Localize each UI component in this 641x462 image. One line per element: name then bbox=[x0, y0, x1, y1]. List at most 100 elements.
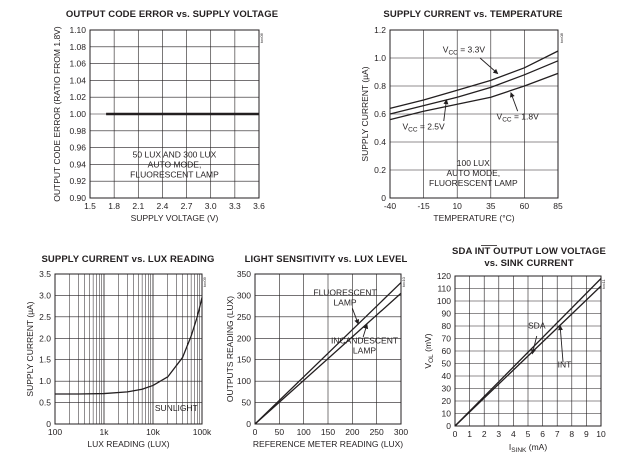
y-tick-label: 70 bbox=[442, 334, 452, 344]
x-tick-label: 300 bbox=[394, 427, 408, 437]
series-line-1 bbox=[254, 282, 402, 425]
annotation-label: FLUORESCENT LAMP bbox=[130, 170, 219, 180]
chart-title: LIGHT SENSITIVITY vs. LUX LEVEL bbox=[245, 254, 408, 265]
annotation-label: 50 LUX AND 300 LUX bbox=[133, 150, 217, 160]
chart-2: SUPPLY CURRENT vs. TEMPERATURE -40 -15 10 35… bbox=[360, 9, 564, 223]
y-tick-label: 50 bbox=[242, 398, 252, 408]
y-tick-label: 0.98 bbox=[69, 126, 86, 136]
x-tick-label: 100 bbox=[48, 427, 62, 437]
y-tick-label: 0.94 bbox=[69, 159, 86, 169]
arrow-head bbox=[530, 348, 536, 355]
x-tick-label: 35 bbox=[486, 201, 496, 211]
y-tick-label: 50 bbox=[442, 359, 452, 369]
y-tick-label: 200 bbox=[237, 333, 251, 343]
chart-title: SUPPLY CURRENT vs. LUX READING bbox=[42, 254, 215, 265]
y-tick-label: 0.96 bbox=[69, 143, 86, 153]
x-tick-label: 1 bbox=[467, 429, 472, 439]
figure-code-label: toc06 bbox=[259, 32, 264, 43]
x-tick-label: 10 bbox=[596, 429, 606, 439]
annotation-arrows bbox=[530, 324, 564, 363]
x-tick-label: 9 bbox=[584, 429, 589, 439]
x-tick-label: 100k bbox=[193, 427, 212, 437]
series-line-2 bbox=[454, 285, 602, 427]
annotation-label: LAMP bbox=[353, 345, 376, 355]
x-tick-label: 1.5 bbox=[84, 201, 96, 211]
y-tick-label: 1.02 bbox=[69, 92, 86, 102]
x-tick-label: 4 bbox=[511, 429, 516, 439]
annotation-label: SDA bbox=[528, 321, 546, 331]
annotation-arrows bbox=[443, 57, 519, 122]
x-tick-label: 60 bbox=[520, 201, 530, 211]
x-tick-label: 1k bbox=[100, 427, 110, 437]
y-tick-label: 90 bbox=[442, 309, 452, 319]
series-line-1 bbox=[389, 50, 559, 110]
y-tick-label: 1.08 bbox=[69, 42, 86, 52]
arrow-head bbox=[443, 98, 449, 105]
annotation-label: AUTO MODE, bbox=[446, 168, 500, 178]
annotation-label: FLUORESCENT bbox=[313, 287, 376, 297]
annotation-label: VCC = 2.5V bbox=[402, 121, 445, 133]
y-tick-label: 2.5 bbox=[39, 312, 51, 322]
y-tick-label: 3.5 bbox=[39, 269, 51, 279]
annotations: VCC = 3.3V VCC = 2.5V VCC = 1.8V 100 LUXAUT… bbox=[402, 44, 539, 187]
series-line-3 bbox=[389, 72, 559, 121]
x-tick-label: 2.4 bbox=[157, 201, 169, 211]
y-tick-label: 10 bbox=[442, 409, 452, 419]
x-axis-label: LUX READING (LUX) bbox=[87, 439, 169, 449]
x-tick-label: 250 bbox=[370, 427, 384, 437]
y-tick-label: 3.0 bbox=[39, 290, 51, 300]
x-tick-label: 1.8 bbox=[108, 201, 120, 211]
y-tick-label: 2.0 bbox=[39, 333, 51, 343]
y-tick-label: 100 bbox=[437, 296, 451, 306]
y-tick-label: 30 bbox=[442, 384, 452, 394]
y-tick-label: 1.00 bbox=[69, 109, 86, 119]
figure-code-label: toc08 bbox=[559, 32, 564, 43]
annotations: SUNLIGHT bbox=[155, 403, 198, 413]
y-tick-label: 0.6 bbox=[374, 109, 386, 119]
x-tick-label: 3.0 bbox=[205, 201, 217, 211]
chart-1: OUTPUT CODE ERROR vs. SUPPLY VOLTAGE 1.5 1… bbox=[52, 9, 278, 223]
x-tick-label: 10k bbox=[146, 427, 160, 437]
chart-subtitle: vs. SINK CURRENT bbox=[484, 258, 573, 269]
series-line-1 bbox=[55, 297, 203, 395]
annotation-label: LAMP bbox=[333, 297, 356, 307]
annotation-label: INCANDESCENT bbox=[331, 335, 398, 345]
annotation-label: VCC = 3.3V bbox=[443, 44, 486, 56]
y-tick-label: 0 bbox=[246, 419, 251, 429]
y-tick-label: 0.5 bbox=[39, 398, 51, 408]
annotation-label: SUNLIGHT bbox=[155, 403, 198, 413]
arrow-head bbox=[354, 319, 360, 325]
x-tick-label: 200 bbox=[345, 427, 359, 437]
y-tick-label: 0.92 bbox=[69, 176, 86, 186]
y-axis-label: OUTPUTS READING (LUX) bbox=[225, 296, 235, 402]
y-tick-label: 1.0 bbox=[374, 53, 386, 63]
y-tick-label: 40 bbox=[442, 371, 452, 381]
x-tick-label: 8 bbox=[569, 429, 574, 439]
y-axis-label: SUPPLY CURRENT (µA) bbox=[360, 66, 370, 161]
x-tick-label: 100 bbox=[297, 427, 311, 437]
x-tick-label: 150 bbox=[321, 427, 335, 437]
figure-code-label: toc11 bbox=[601, 278, 606, 288]
y-tick-label: 60 bbox=[442, 346, 452, 356]
annotation-label: 100 LUX bbox=[457, 158, 490, 168]
x-tick-label: -15 bbox=[417, 201, 430, 211]
plot-frame bbox=[54, 273, 203, 425]
x-tick-label: 85 bbox=[553, 201, 563, 211]
chart-title: SUPPLY CURRENT vs. TEMPERATURE bbox=[383, 9, 562, 20]
x-tick-label: 5 bbox=[526, 429, 531, 439]
y-tick-label: 110 bbox=[437, 284, 451, 294]
y-tick-label: 1.5 bbox=[39, 355, 51, 365]
y-tick-label: 300 bbox=[237, 290, 251, 300]
series-line-2 bbox=[389, 60, 559, 115]
x-tick-label: 0 bbox=[253, 427, 258, 437]
y-axis-label: SUPPLY CURRENT (µA) bbox=[25, 301, 35, 396]
y-tick-label: 150 bbox=[237, 355, 251, 365]
series-line-1 bbox=[454, 278, 602, 427]
x-tick-label: 3.3 bbox=[229, 201, 241, 211]
x-tick-label: 0 bbox=[453, 429, 458, 439]
arrow-head bbox=[363, 323, 369, 330]
y-tick-label: 0.2 bbox=[374, 165, 386, 175]
